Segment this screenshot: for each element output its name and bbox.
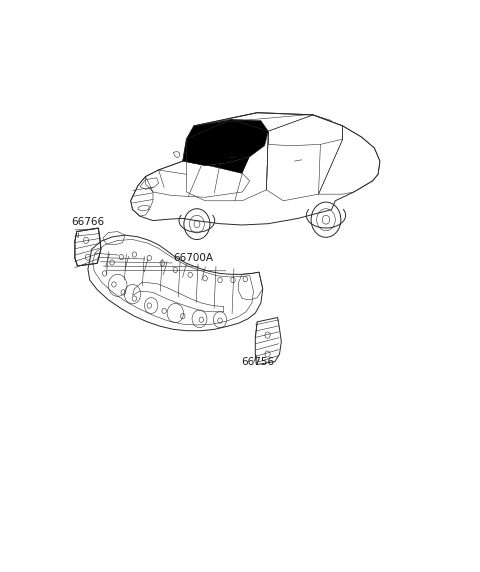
Polygon shape: [183, 157, 250, 173]
Text: 66766: 66766: [71, 217, 104, 227]
Polygon shape: [183, 120, 268, 165]
Text: 66756: 66756: [241, 358, 275, 367]
Text: 66700A: 66700A: [173, 253, 214, 263]
